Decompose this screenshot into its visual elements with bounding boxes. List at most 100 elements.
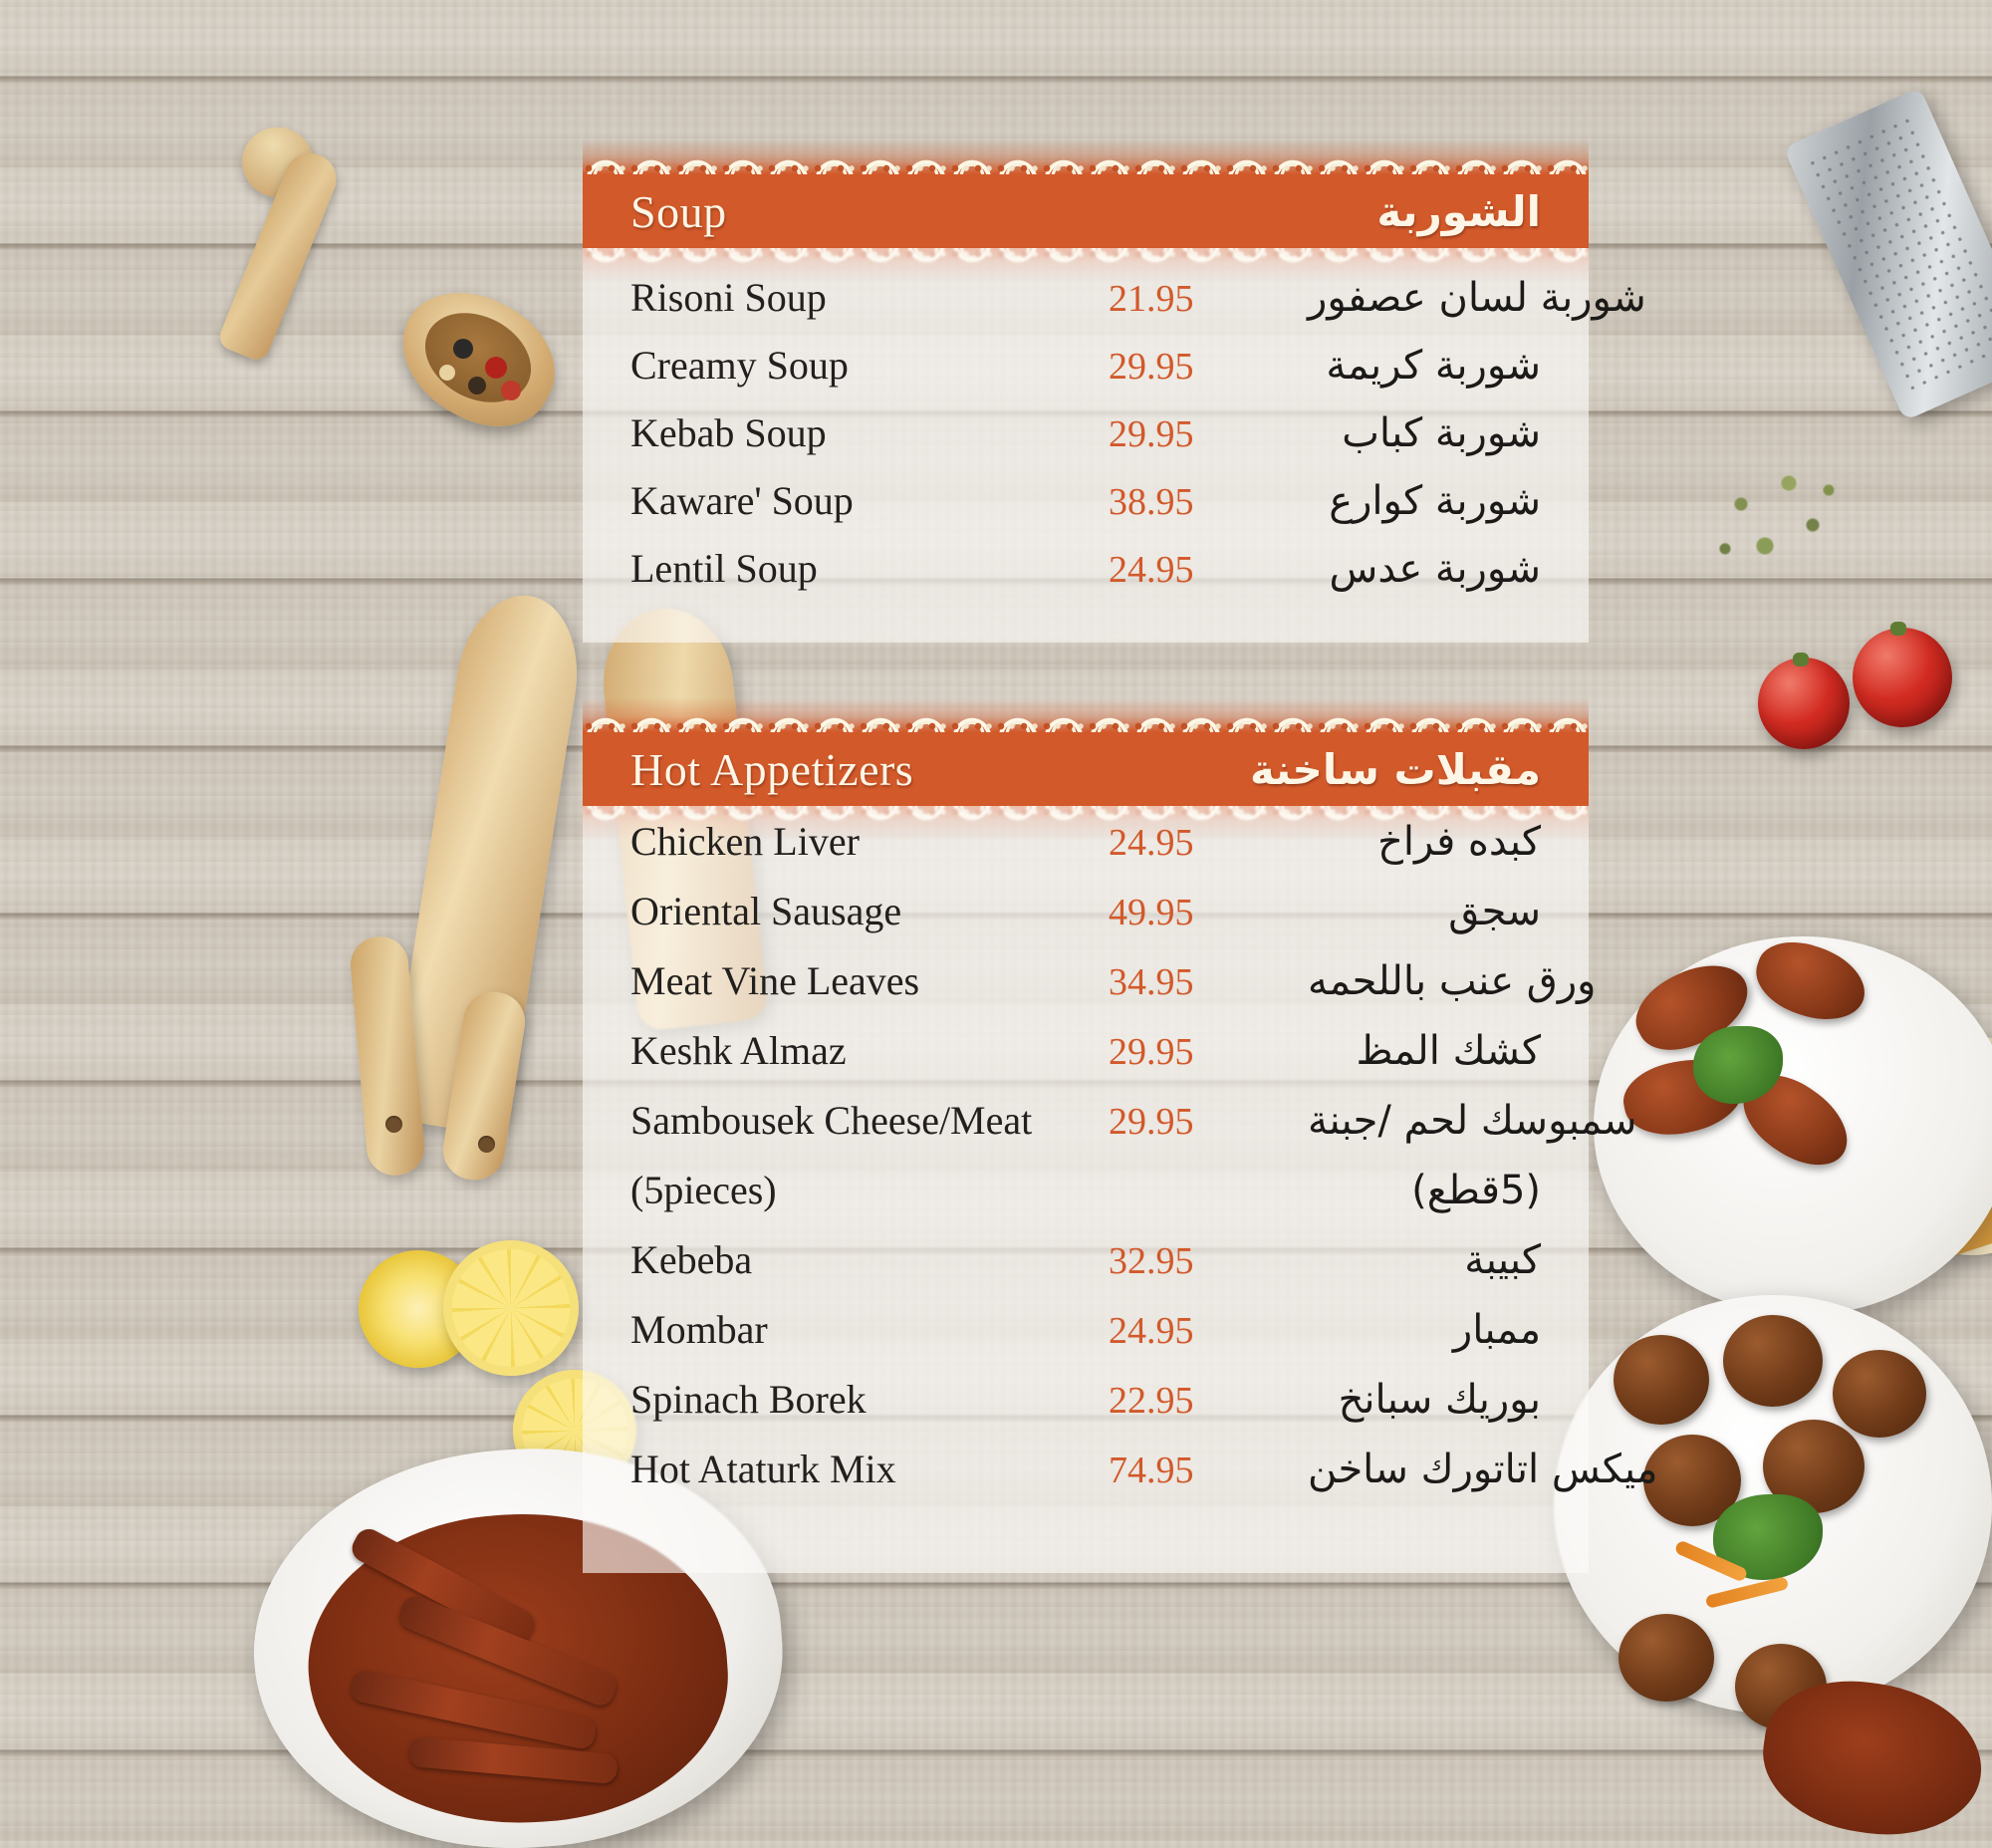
wooden-spatula-handle [438,987,530,1185]
meatball [1618,1614,1714,1702]
peppercorn [485,357,507,379]
item-name-ar: ممبار [1452,1307,1541,1353]
meatball [1833,1350,1926,1438]
item-price: 22.95 [1109,1380,1194,1422]
spatula-hole [385,1116,402,1133]
menu-row[interactable]: Hot Ataturk Mix 74.95 ميكس اتاتورك ساخن [583,1444,1657,1513]
menu-row-subnote: (5pieces) (5قطع) [583,1165,1589,1234]
section-soup: Soup الشوربة Risoni Soup 21.95 شوربة لسا… [583,139,1646,643]
item-price: 21.95 [1109,278,1194,320]
menu-row[interactable]: Kebeba 32.95 كبيبة [583,1234,1589,1304]
soup-title-en: Soup [630,185,727,237]
side-plate [1872,1036,1992,1255]
menu-row[interactable]: Kaware' Soup 38.95 شوربة كوارع [583,475,1589,543]
item-name-en: Risoni Soup [630,275,827,320]
tomato-stem [1890,622,1906,636]
carrot-shred [1704,1576,1790,1609]
soup-title-ar: الشوربة [1376,186,1541,236]
dried-herbs [1693,448,1853,588]
sausage [348,1668,599,1751]
tomato [1758,658,1850,749]
peppercorn [468,377,486,395]
lemon-slice [443,1240,579,1376]
kofta-plate [1594,936,1992,1315]
item-name-en: Sambousek Cheese/Meat [630,1098,1033,1143]
item-price: 49.95 [1109,892,1194,933]
soup-items-panel: Risoni Soup 21.95 شوربة لسان عصفور Cream… [583,248,1646,643]
menu-row[interactable]: Kebab Soup 29.95 شوربة كباب [583,407,1589,475]
item-price: 29.95 [1109,413,1194,455]
item-name-en: Chicken Liver [630,819,860,864]
appetizers-item-list: Chicken Liver 24.95 كبده فراخ Oriental S… [583,806,1657,1573]
item-price: 32.95 [1109,1240,1194,1282]
menu-row[interactable]: Lentil Soup 24.95 شوربة عدس [583,543,1589,611]
menu-row[interactable]: Spinach Borek 22.95 بوريك سبانخ [583,1374,1589,1444]
menu-row[interactable]: Keshk Almaz 29.95 كشك المظ [583,1025,1589,1095]
sausage [407,1735,619,1785]
item-name-en: Spinach Borek [630,1377,867,1422]
item-name-ar: ميكس اتاتورك ساخن [1308,1447,1658,1492]
item-name-en: Creamy Soup [630,343,849,388]
menu-row[interactable]: Creamy Soup 29.95 شوربة كريمة [583,340,1589,407]
item-name-en: Kebeba [630,1237,753,1282]
item-name-ar: كشك المظ [1356,1028,1541,1074]
appetizers-title-en: Hot Appetizers [630,743,914,795]
lemon-half [359,1250,478,1368]
carrot-shred [1673,1539,1749,1583]
item-name-ar: كبده فراخ [1377,819,1541,865]
parsley-garnish [1693,1026,1783,1104]
item-name-ar: (5قطع) [1411,1168,1541,1213]
section-hot-appetizers: Hot Appetizers مقبلات ساخنة Chicken Live… [583,697,1657,1573]
menu-row[interactable]: Chicken Liver 24.95 كبده فراخ [583,816,1589,886]
menu-row[interactable]: Oriental Sausage 49.95 سجق [583,886,1589,955]
item-price: 29.95 [1109,1101,1194,1143]
appetizers-header-band: Hot Appetizers مقبلات ساخنة [583,697,1589,841]
parsley-garnish [1713,1494,1823,1580]
item-name-ar: سجق [1448,889,1541,934]
kofta-piece [1617,1049,1750,1145]
item-name-en: Oriental Sausage [630,889,902,933]
meatball [1643,1435,1741,1526]
item-name-en: (5pieces) [630,1168,777,1212]
soup-header-band: Soup الشوربة [583,139,1589,283]
wooden-scoop-cavity [409,295,547,420]
item-price: 29.95 [1109,346,1194,388]
peppercorn [439,365,455,381]
item-price: 34.95 [1109,961,1194,1003]
item-name-ar: بوريك سبانخ [1338,1377,1541,1423]
cheese-grater [1783,87,1992,421]
item-name-en: Keshk Almaz [630,1028,847,1073]
item-name-en: Mombar [630,1307,768,1352]
item-name-en: Meat Vine Leaves [630,958,920,1003]
item-name-ar: شوربة كوارع [1329,478,1541,524]
item-name-ar: ورق عنب باللحمه [1308,958,1597,1004]
ornament-lace-top [583,697,1589,732]
peppercorn [501,381,521,400]
cheese-grater-holes [1804,111,1992,393]
tomato [1853,628,1952,727]
item-price: 24.95 [1109,822,1194,864]
menu-row[interactable]: Sambousek Cheese/Meat 29.95 سمبوسك لحم /… [583,1095,1636,1165]
kofta-piece [1623,947,1761,1067]
meat-stew [1753,1669,1992,1848]
menu-row[interactable]: Risoni Soup 21.95 شوربة لسان عصفور [583,272,1646,340]
wooden-scoop-knob [231,117,325,208]
peppercorn [453,339,473,359]
menu-row[interactable]: Mombar 24.95 ممبار [583,1304,1589,1374]
menu-row[interactable]: Meat Vine Leaves 34.95 ورق عنب باللحمه [583,955,1596,1025]
meatball-plate [1554,1295,1992,1714]
wooden-scoop-handle [215,145,345,364]
meatball [1614,1335,1709,1425]
item-name-ar: شوربة لسان عصفور [1308,275,1646,321]
wooden-scoop-bowl [379,268,577,449]
item-name-en: Lentil Soup [630,546,818,591]
item-price: 24.95 [1109,1310,1194,1352]
tomato-stem [1793,653,1809,666]
item-price: 74.95 [1109,1450,1194,1491]
item-price: 24.95 [1109,549,1194,591]
appetizers-title-ar: مقبلات ساخنة [1249,744,1541,794]
item-name-ar: كبيبة [1464,1237,1541,1283]
item-price: 29.95 [1109,1031,1194,1073]
item-name-ar: شوربة عدس [1329,546,1541,592]
